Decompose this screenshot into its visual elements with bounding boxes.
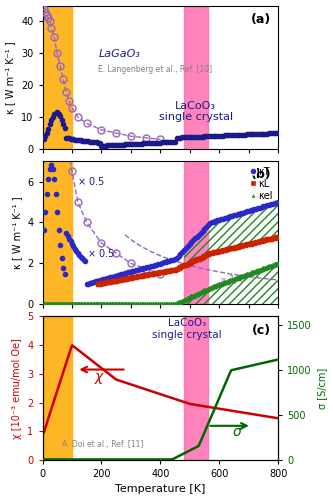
Text: $\times$ 0.5: $\times$ 0.5 bbox=[87, 248, 115, 260]
Text: σ: σ bbox=[232, 424, 241, 438]
Bar bbox=[43, 316, 72, 460]
Text: (c): (c) bbox=[252, 324, 271, 336]
Y-axis label: χ [10⁻³ emu/mol Oe]: χ [10⁻³ emu/mol Oe] bbox=[12, 338, 22, 438]
Text: LaCoO₃
single crystal: LaCoO₃ single crystal bbox=[152, 318, 222, 340]
Bar bbox=[184, 161, 207, 304]
Text: A. Doi et al., Ref. [11]: A. Doi et al., Ref. [11] bbox=[62, 440, 143, 449]
Y-axis label: κ [ W m⁻¹ K⁻¹ ]: κ [ W m⁻¹ K⁻¹ ] bbox=[6, 41, 16, 114]
Text: $\times$ 0.5: $\times$ 0.5 bbox=[77, 174, 105, 186]
Text: LaCoO₃
single crystal: LaCoO₃ single crystal bbox=[159, 100, 233, 122]
Bar bbox=[43, 161, 72, 304]
Text: (a): (a) bbox=[251, 12, 271, 26]
Bar bbox=[184, 6, 207, 149]
Text: χ: χ bbox=[94, 370, 103, 384]
Text: (b): (b) bbox=[250, 168, 271, 181]
Y-axis label: κ [ W m⁻¹ K⁻¹ ]: κ [ W m⁻¹ K⁻¹ ] bbox=[12, 196, 22, 269]
Bar bbox=[184, 316, 207, 460]
Text: LaGaO₃: LaGaO₃ bbox=[99, 48, 141, 58]
Bar bbox=[43, 6, 72, 149]
Y-axis label: σ [S/cm]: σ [S/cm] bbox=[317, 368, 327, 409]
X-axis label: Temperature [K]: Temperature [K] bbox=[115, 484, 205, 494]
Text: E. Langenberg et al., Ref. [10]: E. Langenberg et al., Ref. [10] bbox=[99, 66, 213, 74]
Text: $\propto$1/T: $\propto$1/T bbox=[218, 273, 246, 286]
Legend: κT, κL, κel: κT, κL, κel bbox=[246, 163, 276, 204]
